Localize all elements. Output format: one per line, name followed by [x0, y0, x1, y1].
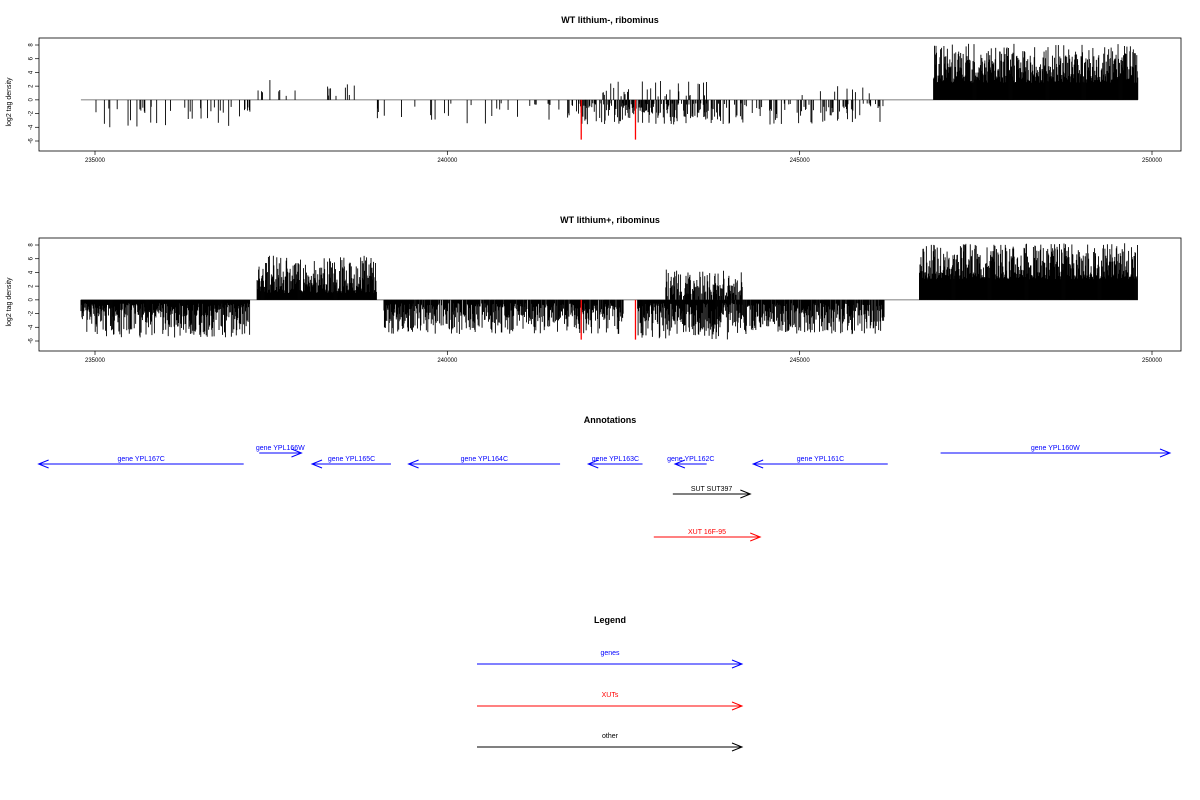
y-tick-label: -2: [29, 110, 35, 116]
x-axis-ticks: 235000 240000 245000 250000: [85, 151, 1163, 164]
y-tick-label: -4: [29, 124, 35, 130]
chart-panel-lithium-plus: WT lithium+, ribominus log2 tag density …: [6, 215, 1182, 364]
y-tick-label: 8: [29, 243, 35, 247]
y-tick-label: -6: [29, 138, 35, 144]
annotation-arrow-head: [310, 459, 323, 469]
y-axis-ticks: 8 6 4 2 0 -2 -4 -6: [29, 243, 39, 344]
annotation-other: SUT SUT397: [672, 486, 752, 499]
annotation-label: gene YPL166W: [256, 445, 305, 452]
annotation-label: gene YPL162C: [667, 456, 714, 463]
y-tick-label: 2: [29, 284, 35, 288]
annotation-genes: gene YPL164C: [407, 456, 561, 469]
legend-label: XUTs: [602, 692, 619, 699]
x-tick-label: 235000: [85, 358, 106, 364]
legend-item-genes: genes: [477, 650, 744, 669]
annotation-arrow-head: [37, 459, 49, 469]
y-tick-label: 6: [29, 256, 35, 260]
y-tick-label: 0: [29, 98, 35, 102]
annotation-label: gene YPL161C: [797, 456, 844, 463]
x-tick-label: 250000: [1142, 358, 1163, 364]
y-tick-label: 0: [29, 298, 35, 302]
x-tick-label: 235000: [85, 158, 106, 164]
annotation-genes: gene YPL161C: [751, 456, 888, 469]
x-tick-label: 245000: [790, 358, 811, 364]
annotation-label: SUT SUT397: [691, 486, 733, 493]
plot-frame: [38, 37, 1182, 152]
legend-arrow-head: [731, 742, 744, 752]
annotation-label: gene YPL163C: [592, 456, 639, 463]
legend-label: genes: [600, 650, 620, 657]
annotation-label: gene YPL167C: [117, 456, 164, 463]
annotation-label: XUT 16F-95: [688, 529, 726, 536]
y-tick-label: 4: [29, 270, 35, 274]
legend-item-other: other: [477, 733, 744, 752]
annotation-items: gene YPL167C gene YPL166W gene YPL165C gene…: [37, 445, 1172, 542]
annotations-title: Annotations: [584, 415, 637, 425]
annotation-arrow-head: [407, 459, 419, 469]
annotation-arrow-head: [750, 532, 762, 542]
legend: Legend genes XUTs other: [477, 615, 744, 752]
annotation-arrow-head: [751, 459, 764, 469]
annotation-genes: gene YPL166W: [256, 445, 305, 458]
y-axis-label: log2 tag density: [6, 277, 13, 327]
x-tick-label: 245000: [790, 158, 811, 164]
annotation-genes: gene YPL165C: [310, 456, 391, 469]
annotation-arrow-head: [673, 459, 686, 469]
legend-items: genes XUTs other: [477, 650, 744, 752]
annotation-label: gene YPL160W: [1031, 445, 1080, 452]
y-axis-label: log2 tag density: [6, 77, 13, 127]
legend-label: other: [602, 733, 619, 740]
y-tick-label: 8: [29, 43, 35, 47]
chart-title: WT lithium+, ribominus: [560, 215, 660, 225]
x-tick-label: 240000: [437, 158, 458, 164]
annotation-genes: gene YPL162C: [667, 456, 714, 469]
annotation-xuts: XUT 16F-95: [653, 529, 762, 542]
annotation-genes: gene YPL160W: [940, 445, 1172, 458]
chart-panel-lithium-minus: WT lithium-, ribominus log2 tag density …: [6, 15, 1182, 164]
annotation-arrow-head: [1159, 448, 1172, 458]
annotation-arrow-head: [291, 448, 303, 458]
annotation-genes: gene YPL167C: [37, 456, 244, 469]
y-tick-label: 6: [29, 56, 35, 60]
annotation-label: gene YPL164C: [461, 456, 508, 463]
y-tick-label: -2: [29, 310, 35, 316]
legend-item-xuts: XUTs: [477, 692, 744, 711]
x-axis-ticks: 235000 240000 245000 250000: [85, 351, 1163, 364]
density-bars: [80, 243, 1138, 340]
x-tick-label: 250000: [1142, 158, 1163, 164]
annotation-arrow-head: [586, 459, 599, 469]
y-tick-label: -6: [29, 338, 35, 344]
y-axis-ticks: 8 6 4 2 0 -2 -4 -6: [29, 43, 39, 144]
chart-title: WT lithium-, ribominus: [561, 15, 659, 25]
density-bars: [80, 43, 1139, 140]
annotation-arrow-head: [740, 489, 752, 499]
annotation-genes: gene YPL163C: [586, 456, 643, 469]
plot-frame: [38, 237, 1182, 352]
annotation-label: gene YPL165C: [328, 456, 375, 463]
y-tick-label: -4: [29, 324, 35, 330]
y-tick-label: 2: [29, 84, 35, 88]
legend-arrow-head: [731, 701, 744, 711]
legend-title: Legend: [594, 615, 626, 625]
x-tick-label: 240000: [437, 358, 458, 364]
legend-arrow-head: [731, 659, 744, 669]
y-tick-label: 4: [29, 70, 35, 74]
